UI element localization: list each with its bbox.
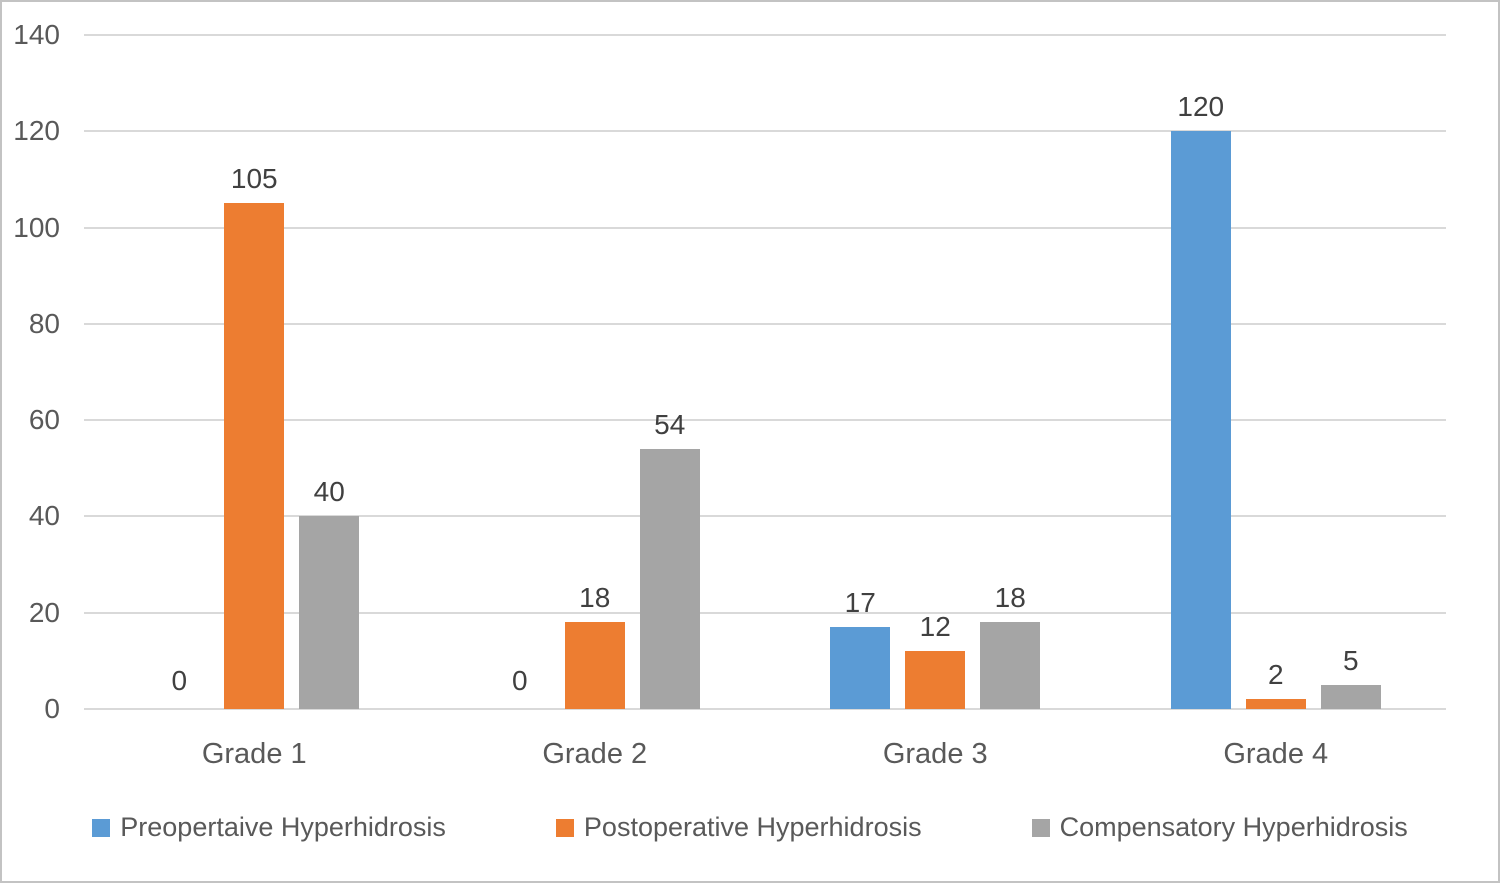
x-category-label: Grade 2	[542, 738, 648, 770]
gridline	[84, 708, 1446, 710]
value-label: 105	[230, 163, 278, 194]
value-label: 40	[313, 476, 345, 507]
value-label: 120	[1177, 91, 1225, 122]
plot-area: 0 105 40 0 18 54 17 12 18 120 2 5	[84, 34, 1446, 710]
value-label: 17	[844, 587, 876, 618]
legend-swatch-icon	[92, 818, 111, 837]
gridline	[84, 611, 1446, 614]
bar-grade-4-series-3	[1320, 685, 1381, 709]
legend-swatch-icon	[1031, 818, 1050, 837]
bar-grade-4-series-2	[1245, 699, 1306, 709]
legend-item-series-1: Preopertaive Hyperhidrosis	[92, 812, 446, 843]
legend-item-series-3: Compensatory Hyperhidrosis	[1031, 812, 1408, 843]
legend-label: Preopertaive Hyperhidrosis	[120, 812, 446, 842]
gridline	[84, 322, 1446, 325]
bar-grade-3-series-3	[980, 622, 1041, 709]
legend-swatch-icon	[555, 818, 574, 837]
gridline	[84, 226, 1446, 229]
value-label: 0	[511, 665, 528, 696]
legend: Preopertaive Hyperhidrosis Postoperative …	[2, 812, 1498, 843]
bar-grade-1-series-2	[224, 203, 285, 709]
gridline	[84, 515, 1446, 518]
value-label: 2	[1267, 659, 1284, 690]
legend-label: Postoperative Hyperhidrosis	[583, 812, 922, 842]
y-tick-label: 0	[44, 693, 60, 724]
legend-label: Compensatory Hyperhidrosis	[1059, 812, 1408, 842]
value-label: 54	[654, 409, 686, 440]
bar-grade-4-series-1	[1170, 131, 1231, 709]
y-tick-label: 40	[28, 500, 60, 532]
value-label: 18	[994, 582, 1026, 613]
value-label: 12	[919, 611, 951, 642]
x-category-label: Grade 4	[1223, 738, 1329, 770]
bar-grade-2-series-2	[564, 622, 625, 709]
bar-grade-3-series-2	[905, 651, 966, 709]
x-category-label: Grade 3	[882, 738, 988, 770]
bar-grade-3-series-1	[830, 627, 891, 709]
bar-grade-2-series-3	[639, 449, 700, 709]
value-label: 5	[1342, 645, 1359, 676]
bar-grade-1-series-3	[299, 516, 360, 709]
value-label: 0	[171, 665, 188, 696]
y-tick-label: 20	[28, 596, 60, 628]
gridline	[84, 130, 1446, 133]
y-tick-label: 140	[13, 19, 60, 50]
y-tick-label: 80	[28, 307, 60, 339]
value-label: 18	[579, 582, 611, 613]
legend-item-series-2: Postoperative Hyperhidrosis	[555, 812, 922, 843]
y-tick-label: 60	[28, 404, 60, 436]
y-tick-label: 120	[13, 115, 60, 147]
y-tick-label: 100	[13, 211, 60, 243]
gridline	[84, 34, 1446, 36]
x-category-label: Grade 1	[201, 738, 307, 770]
gridline	[84, 419, 1446, 422]
